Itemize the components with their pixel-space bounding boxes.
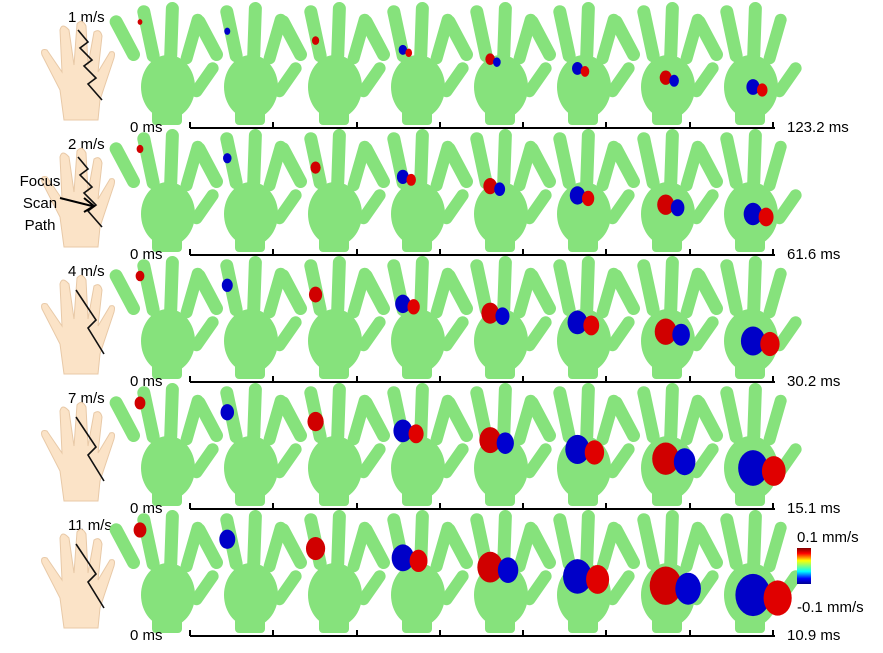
wave-blob [410, 550, 428, 572]
wave-blob [222, 279, 233, 292]
wave-blob [582, 191, 594, 206]
scan-icon [42, 529, 115, 628]
wave-blob [406, 174, 416, 186]
speed-label: 1 m/s [68, 9, 105, 26]
wave-blob [307, 412, 323, 431]
speed-label: 11 m/s [68, 517, 112, 534]
wave-blob [671, 199, 685, 216]
wave-blob [498, 557, 518, 583]
wave-blob [136, 271, 145, 282]
wave-blob [583, 316, 599, 336]
row: 11 m/s 0 ms 10.9 ms [42, 510, 841, 644]
wave-blob [306, 537, 325, 560]
wave-blob [312, 36, 319, 45]
wave-blob [760, 332, 779, 356]
wave-blob [409, 424, 424, 443]
wave-blob [672, 324, 690, 346]
wave-blob [495, 307, 509, 325]
scan-icon [42, 275, 115, 374]
hand-frame [690, 129, 804, 252]
wave-blob [138, 19, 143, 25]
speed-label: 7 m/s [68, 390, 105, 407]
figure: 1 m/s0 ms123.2 ms2 m/s0 ms61.6 ms4 m/s0 … [0, 0, 883, 648]
wave-blob [585, 440, 604, 464]
end-time: 10.9 ms [787, 627, 840, 644]
colorbar [797, 548, 811, 584]
end-time: 61.6 ms [787, 246, 840, 263]
wave-blob [137, 145, 144, 153]
wave-blob [224, 28, 230, 35]
wave-blob [759, 208, 774, 227]
wave-blob [405, 49, 412, 57]
wave-blob [309, 287, 322, 303]
hand-frame [690, 256, 804, 379]
wave-blob [586, 565, 609, 594]
wave-blob [221, 404, 235, 420]
wave-blob [674, 448, 696, 475]
wave-blob [581, 66, 590, 77]
annotation-line: Focus [20, 173, 61, 190]
scan-icon [42, 402, 115, 501]
wave-blob [757, 83, 768, 96]
hand-frame [690, 510, 804, 633]
hand-frame [690, 383, 804, 506]
wave-blob [219, 530, 235, 549]
wave-blob [407, 299, 419, 314]
speed-label: 4 m/s [68, 263, 105, 280]
annotation-line: Path [25, 217, 56, 234]
hand [690, 129, 804, 252]
speed-label: 2 m/s [68, 136, 105, 153]
wave-blob [223, 153, 232, 163]
wave-blob [493, 57, 501, 67]
hand [690, 383, 804, 506]
wave-blob [135, 397, 146, 410]
wave-blob [134, 522, 147, 537]
hand [690, 2, 804, 125]
wave-blob [497, 432, 514, 454]
wave-blob [764, 580, 792, 615]
scan-icon [42, 21, 115, 120]
hand-frame [690, 2, 804, 125]
wave-blob [675, 573, 701, 605]
wave-blob [762, 456, 786, 486]
wave-blob [310, 161, 320, 173]
colorbar-max: 0.1 mm/s [797, 529, 859, 546]
row: 7 m/s0 ms15.1 ms [42, 383, 841, 517]
wave-blob [669, 75, 679, 87]
start-time: 0 ms [130, 627, 163, 644]
end-time: 15.1 ms [787, 500, 840, 517]
hand [690, 256, 804, 379]
wave-blob [494, 182, 505, 196]
annotation-line: Scan [23, 195, 57, 212]
end-time: 30.2 ms [787, 373, 840, 390]
end-time: 123.2 ms [787, 119, 849, 136]
colorbar-min: -0.1 mm/s [797, 599, 864, 616]
